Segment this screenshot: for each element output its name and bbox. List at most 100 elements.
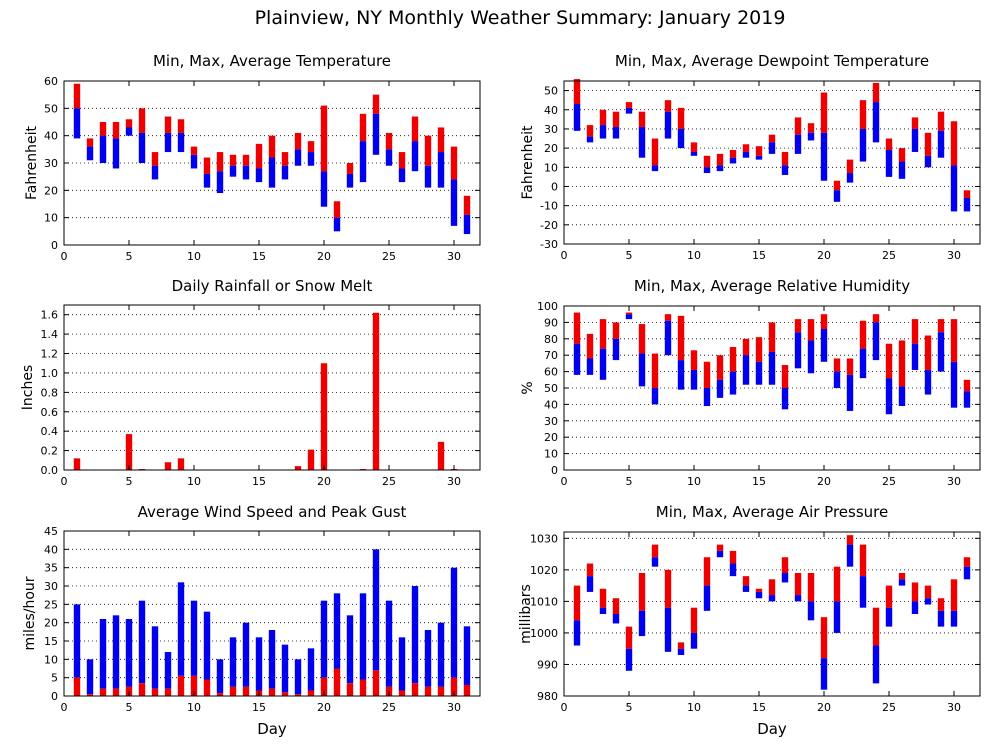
- bar-red-day-5: [125, 434, 133, 470]
- bar-blue-day-16: [768, 351, 776, 385]
- bar-red-day-15: [755, 588, 763, 592]
- y-tick-label: -30: [540, 238, 558, 251]
- bar-red-day-12: [216, 693, 224, 696]
- bar-blue-day-22: [346, 615, 354, 684]
- y-tick-label: 30: [544, 123, 558, 136]
- bar-blue-day-5: [625, 107, 633, 114]
- bar-red-day-19: [307, 690, 315, 696]
- bar-blue-day-7: [651, 388, 659, 405]
- bar-blue-day-25: [385, 600, 393, 687]
- bar-red-day-5: [625, 102, 633, 108]
- bar-red-day-1: [573, 79, 581, 105]
- bar-red-day-8: [664, 314, 672, 321]
- bar-red-day-5: [625, 626, 633, 649]
- chart-title: Min, Max, Average Air Pressure: [656, 503, 888, 521]
- bar-red-day-19: [807, 319, 815, 341]
- bar-blue-day-19: [807, 132, 815, 141]
- x-tick-label: 15: [252, 475, 266, 488]
- bar-blue-day-8: [164, 132, 172, 153]
- bar-blue-day-15: [255, 168, 263, 183]
- bar-red-day-18: [294, 694, 302, 696]
- bar-red-day-29: [937, 111, 945, 131]
- x-tick-label: 30: [947, 701, 961, 714]
- bar-red-day-23: [859, 320, 867, 349]
- bar-blue-day-12: [216, 659, 224, 694]
- bar-red-day-7: [151, 688, 159, 696]
- bar-blue-day-19: [807, 601, 815, 621]
- bar-red-day-26: [398, 152, 406, 169]
- bar-red-day-1: [73, 83, 81, 109]
- bar-red-day-4: [112, 688, 120, 696]
- bar-blue-day-22: [846, 374, 854, 411]
- bar-blue-day-27: [411, 586, 419, 684]
- y-tick-label: 20: [544, 431, 558, 444]
- y-axis-label: Fahrenheit: [520, 125, 536, 200]
- bar-red-day-21: [833, 566, 841, 602]
- chart-title: Min, Max, Average Dewpoint Temperature: [615, 52, 929, 70]
- x-tick-label: 25: [882, 701, 896, 714]
- bar-blue-day-10: [690, 369, 698, 390]
- x-tick-label: 20: [817, 475, 831, 488]
- bar-blue-day-27: [911, 601, 919, 614]
- y-tick-label: 10: [44, 212, 58, 225]
- bar-blue-day-25: [385, 149, 393, 166]
- bar-blue-day-11: [203, 611, 211, 680]
- x-tick-label: 5: [126, 250, 133, 263]
- y-tick-label: 0: [551, 180, 558, 193]
- x-tick-label: 25: [882, 475, 896, 488]
- bar-blue-day-31: [963, 197, 971, 212]
- bar-blue-day-7: [651, 165, 659, 172]
- bar-red-day-11: [203, 157, 211, 174]
- bar-red-day-30: [450, 146, 458, 180]
- bar-red-day-27: [411, 683, 419, 696]
- plot-frame: [63, 304, 481, 471]
- bar-blue-day-26: [898, 579, 906, 586]
- bar-blue-day-29: [437, 622, 445, 687]
- bar-blue-day-30: [450, 179, 458, 226]
- bar-red-day-1: [73, 458, 81, 470]
- y-tick-label: 90: [544, 316, 558, 329]
- x-tick-label: 0: [61, 701, 68, 714]
- bar-blue-day-30: [950, 361, 958, 408]
- bar-red-day-1: [573, 312, 581, 344]
- bar-red-day-30: [950, 579, 958, 611]
- bar-red-day-16: [768, 579, 776, 596]
- bar-blue-day-20: [820, 132, 828, 181]
- y-tick-label: 1010: [530, 595, 558, 608]
- bar-blue-day-14: [242, 165, 250, 180]
- chart-humidity: Min, Max, Average Relative Humidity % 0 1…: [520, 277, 981, 488]
- bar-red-day-8: [664, 569, 672, 608]
- bar-red-day-22: [346, 683, 354, 696]
- bar-red-day-24: [872, 82, 880, 103]
- bar-blue-day-17: [781, 165, 789, 175]
- bar-red-day-11: [703, 361, 711, 388]
- bar-blue-day-3: [599, 125, 607, 139]
- y-tick-label: 1030: [530, 532, 558, 545]
- bar-red-day-12: [216, 152, 224, 172]
- bar-blue-day-26: [398, 168, 406, 183]
- bar-blue-day-20: [820, 658, 828, 690]
- bar-red-day-28: [924, 585, 932, 599]
- y-axis-label: Inches: [20, 365, 36, 410]
- bar-red-day-3: [599, 109, 607, 126]
- bar-red-day-16: [268, 135, 276, 158]
- bar-blue-day-1: [573, 104, 581, 131]
- bar-blue-day-6: [638, 353, 646, 387]
- bar-blue-day-24: [872, 102, 880, 143]
- bar-red-day-16: [768, 322, 776, 352]
- y-tick-label: -10: [540, 200, 558, 213]
- bar-red-day-16: [768, 134, 776, 143]
- x-tick-label: 0: [61, 475, 68, 488]
- bar-blue-day-22: [846, 544, 854, 567]
- bar-red-day-9: [177, 675, 185, 696]
- y-axis-label: %: [520, 381, 536, 394]
- x-tick-label: 20: [817, 249, 831, 262]
- bar-red-day-22: [846, 358, 854, 375]
- y-tick-label: 50: [544, 382, 558, 395]
- bar-blue-day-1: [73, 604, 81, 678]
- y-tick-label: 100: [537, 300, 558, 313]
- bar-blue-day-26: [398, 637, 406, 691]
- bar-red-day-3: [99, 122, 107, 136]
- bar-blue-day-5: [125, 127, 133, 136]
- bar-blue-day-17: [781, 388, 789, 410]
